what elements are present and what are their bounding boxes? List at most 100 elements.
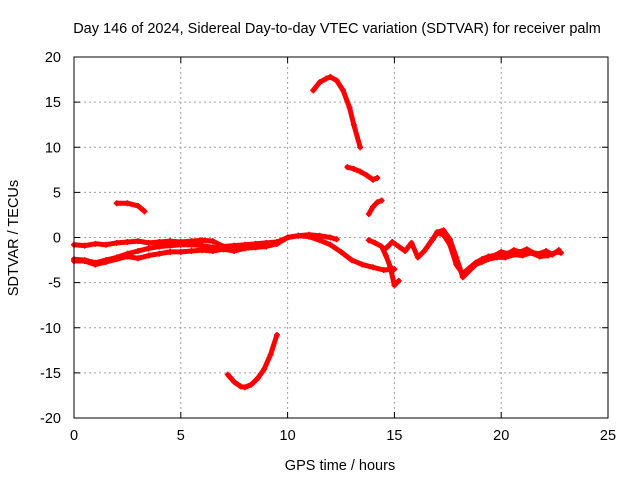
series-trace-c: [71, 232, 398, 273]
series-trace-f: [310, 73, 364, 151]
data-point: [231, 242, 238, 249]
data-point: [453, 254, 460, 261]
x-tick-label: 0: [70, 428, 78, 444]
data-point: [241, 384, 248, 391]
data-point: [284, 234, 291, 241]
data-point: [177, 241, 184, 248]
data-point: [459, 274, 466, 281]
data-point: [378, 243, 385, 250]
data-point: [113, 200, 120, 207]
data-point: [408, 239, 415, 246]
data-point: [414, 254, 421, 261]
y-tick-label: -20: [40, 411, 61, 427]
data-point: [248, 381, 255, 388]
data-point: [402, 248, 409, 255]
data-point: [273, 331, 280, 338]
data-point: [395, 243, 402, 250]
data-point: [231, 248, 238, 255]
x-axis-label: GPS time / hours: [285, 458, 395, 474]
data-point: [237, 383, 244, 390]
data-point: [502, 254, 509, 261]
data-point: [273, 240, 280, 247]
data-point: [135, 255, 142, 262]
x-tick-label: 25: [600, 428, 616, 444]
data-point: [241, 245, 248, 252]
data-point: [135, 248, 142, 255]
data-point: [536, 253, 543, 260]
data-point: [472, 261, 479, 268]
data-point: [429, 236, 436, 243]
data-point: [511, 251, 518, 258]
data-point: [156, 250, 163, 257]
data-point: [387, 263, 394, 270]
data-point: [543, 248, 550, 255]
data-point: [338, 248, 344, 255]
data-point: [113, 256, 120, 263]
data-point: [135, 238, 142, 245]
y-tick-label: 0: [53, 231, 61, 247]
data-point: [177, 248, 184, 255]
data-point: [305, 233, 312, 240]
data-point: [167, 248, 174, 255]
data-point: [333, 77, 340, 84]
data-point: [370, 203, 377, 210]
data-point: [295, 232, 302, 239]
data-point: [103, 241, 110, 248]
data-point: [357, 144, 364, 151]
y-axis-label: SDTVAR / TECUs: [6, 180, 22, 296]
data-point: [493, 254, 500, 261]
data-point: [267, 351, 274, 358]
x-tick-label: 20: [493, 428, 509, 444]
grid-lines: [74, 57, 608, 418]
data-point: [199, 237, 206, 244]
series-trace-d: [113, 200, 148, 215]
data-point: [440, 227, 447, 234]
y-tick-label: 20: [45, 50, 61, 66]
data-point: [421, 248, 428, 255]
data-point: [372, 239, 379, 246]
data-point: [103, 258, 110, 265]
data-point: [498, 248, 505, 255]
data-point: [333, 236, 340, 243]
data-point: [374, 174, 381, 181]
series-trace-line: [225, 332, 280, 390]
data-point: [446, 236, 453, 243]
data-point: [231, 378, 238, 385]
data-point: [365, 211, 372, 218]
series-trace-e: [224, 331, 280, 391]
data-point: [350, 121, 357, 128]
data-point: [145, 245, 152, 252]
data-point: [209, 248, 216, 255]
y-tick-label: 10: [45, 140, 61, 156]
data-point: [380, 266, 387, 273]
data-point: [344, 164, 351, 171]
chart-title: Day 146 of 2024, Sidereal Day-to-day VTE…: [73, 21, 601, 37]
data-point: [135, 202, 142, 209]
data-point: [374, 199, 381, 206]
data-point: [346, 104, 353, 111]
series-trace-h: [365, 197, 385, 218]
data-point: [350, 165, 357, 172]
data-point: [124, 253, 131, 260]
data-point: [370, 264, 377, 271]
data-point: [478, 258, 485, 265]
data-point: [553, 248, 560, 255]
x-tick-label: 15: [386, 428, 402, 444]
data-point: [378, 197, 385, 204]
data-point: [558, 249, 565, 256]
data-point: [327, 234, 334, 241]
y-tick-label: -5: [48, 276, 61, 292]
data-point: [359, 261, 366, 268]
axis-ticks: 0 5 10 15 20 25 -20 -15 -10 -5 0 5 10 15 20: [40, 50, 616, 444]
data-point: [199, 247, 206, 254]
data-point: [434, 229, 441, 236]
data-point: [92, 261, 99, 268]
data-point: [327, 241, 334, 248]
data-point: [310, 87, 317, 94]
y-tick-label: -10: [40, 321, 61, 337]
data-point: [263, 243, 270, 250]
data-point: [209, 238, 216, 245]
data-point: [167, 242, 174, 249]
data-points: [71, 73, 565, 391]
series-trace-i: [365, 237, 402, 289]
